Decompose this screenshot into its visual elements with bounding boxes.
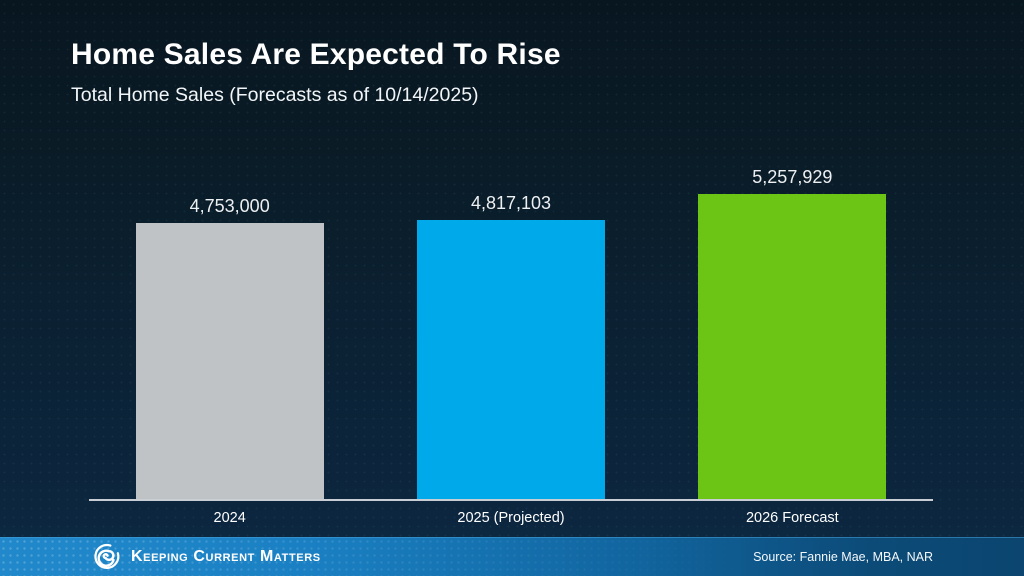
source-attribution: Source: Fannie Mae, MBA, NAR [753, 550, 933, 564]
bar-value-label: 5,257,929 [752, 167, 833, 187]
bar-group-2024: 4,753,000 [89, 140, 370, 500]
brand-logo: Keeping Current Matters [92, 538, 321, 576]
bar-group-2026: 5,257,929 [652, 140, 933, 500]
page-title: Home Sales Are Expected To Rise [71, 38, 561, 71]
footer-bar: Keeping Current Matters Source: Fannie M… [0, 537, 1024, 576]
bar-value-label: 4,753,000 [189, 196, 270, 216]
bar-2024 [135, 223, 324, 500]
chart-subtitle: Total Home Sales (Forecasts as of 10/14/… [71, 84, 479, 106]
bar-value-label: 4,817,103 [470, 193, 552, 213]
bar-chart: 4,753,000 4,817,103 5,257,929 [89, 140, 933, 500]
x-axis-line [89, 499, 933, 501]
kcm-swirl-icon [92, 542, 122, 572]
brand-name: Keeping Current Matters [131, 548, 321, 565]
x-tick-label-2026: 2026 Forecast [745, 510, 839, 526]
bar-2026 [698, 194, 887, 500]
x-axis-labels: 2024 2025 (Projected) 2026 Forecast [89, 510, 933, 526]
bar-group-2025: 4,817,103 [370, 140, 651, 500]
x-tick-label-2025: 2025 (Projected) [457, 510, 565, 526]
x-tick-label-2024: 2024 [213, 510, 246, 526]
bar-2025 [416, 220, 605, 500]
